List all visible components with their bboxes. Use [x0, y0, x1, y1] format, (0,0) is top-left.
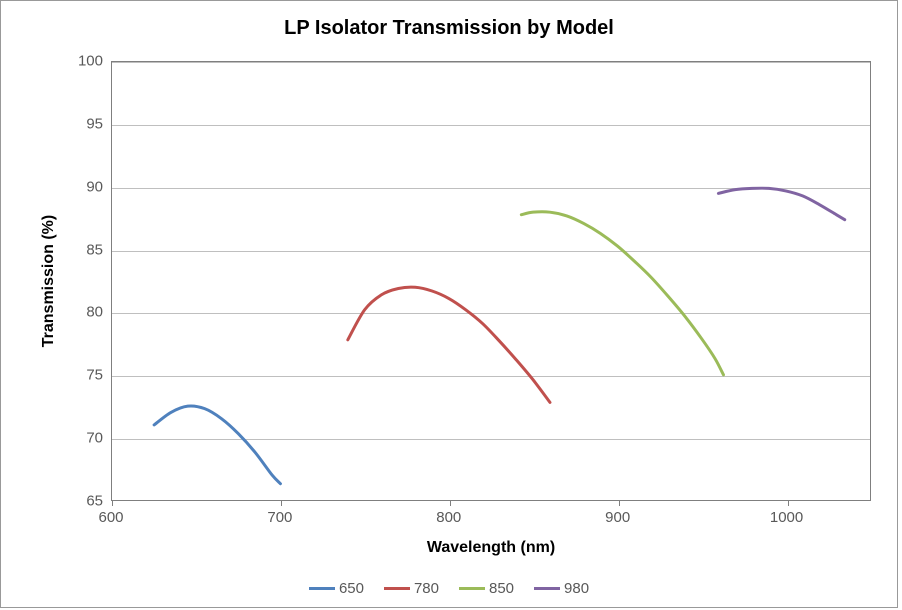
x-tick-label: 1000	[770, 501, 803, 526]
legend-label: 980	[564, 580, 589, 597]
series-line-780	[348, 287, 550, 402]
y-tick-label: 85	[86, 241, 111, 258]
y-tick-label: 90	[86, 178, 111, 195]
y-axis-label: Transmission (%)	[40, 215, 58, 347]
chart-container: LP Isolator Transmission by Model 657075…	[0, 0, 898, 608]
y-tick-label: 75	[86, 367, 111, 384]
legend-label: 850	[489, 580, 514, 597]
x-tick-label: 900	[605, 501, 630, 526]
legend-swatch	[459, 587, 485, 590]
legend-item-780: 780	[384, 580, 439, 597]
series-line-850	[521, 212, 723, 375]
plot-area	[111, 61, 871, 501]
x-tick-label: 600	[98, 501, 123, 526]
series-line-980	[718, 188, 844, 220]
series-line-650	[154, 406, 280, 484]
legend-item-650: 650	[309, 580, 364, 597]
x-tick-label: 800	[436, 501, 461, 526]
chart-svg	[112, 62, 870, 500]
legend-swatch	[384, 587, 410, 590]
legend-label: 650	[339, 580, 364, 597]
chart-title: LP Isolator Transmission by Model	[1, 17, 897, 40]
x-axis-label: Wavelength (nm)	[427, 539, 555, 557]
x-tick-label: 700	[267, 501, 292, 526]
y-tick-label: 80	[86, 304, 111, 321]
legend-label: 780	[414, 580, 439, 597]
plot-wrapper: 65707580859095100 6007008009001000 Trans…	[111, 61, 871, 501]
y-tick-label: 100	[78, 53, 111, 70]
legend-swatch	[534, 587, 560, 590]
legend-swatch	[309, 587, 335, 590]
y-tick-label: 70	[86, 430, 111, 447]
legend: 650 780 850 980	[1, 577, 897, 597]
y-tick-label: 95	[86, 115, 111, 132]
legend-item-850: 850	[459, 580, 514, 597]
legend-item-980: 980	[534, 580, 589, 597]
